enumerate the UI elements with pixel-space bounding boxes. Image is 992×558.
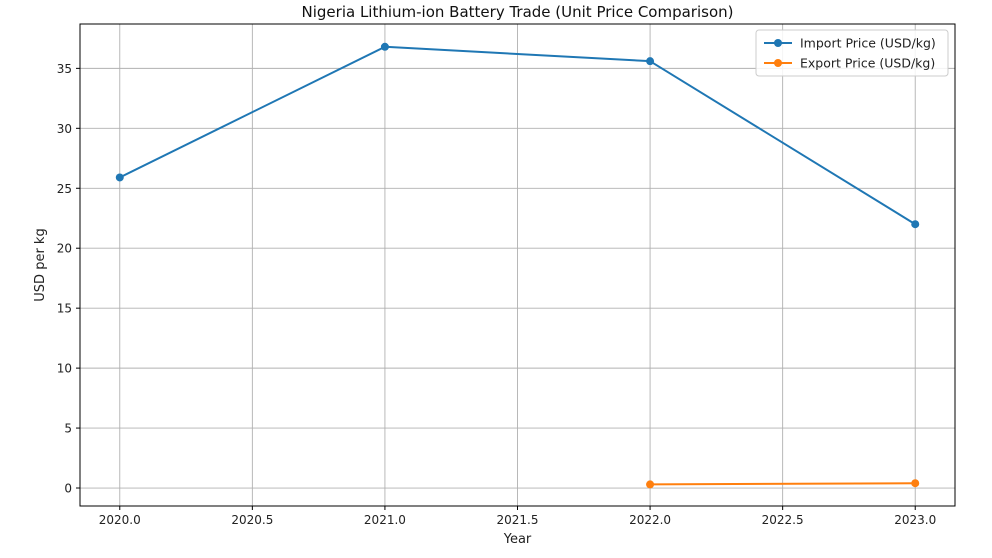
legend-box xyxy=(755,29,949,77)
y-tick-label: 0 xyxy=(64,482,72,496)
y-axis-label: USD per kg xyxy=(33,228,48,301)
grid xyxy=(80,24,955,506)
x-tick-label: 2021.0 xyxy=(364,513,406,527)
data-point xyxy=(646,57,655,66)
y-tick-label: 35 xyxy=(57,62,72,76)
legend-marker xyxy=(774,59,782,67)
y-tick-label: 30 xyxy=(57,122,72,136)
y-tick-label: 20 xyxy=(57,242,72,256)
x-tick-label: 2020.0 xyxy=(99,513,141,527)
data-point xyxy=(115,173,124,182)
x-axis-label: Year xyxy=(503,532,532,547)
x-tick-label: 2023.0 xyxy=(894,513,936,527)
data-point xyxy=(911,220,920,229)
x-axis-ticks: 2020.0 2020.5 2021.0 2021.5 2022.0 2022.5 2023… xyxy=(99,506,936,527)
legend-entry-label: Export Price (USD/kg) xyxy=(800,56,935,71)
legend-entry-label: Import Price (USD/kg) xyxy=(800,36,936,51)
x-tick-label: 2022.5 xyxy=(762,513,804,527)
series-line-0 xyxy=(119,45,916,226)
y-tick-label: 25 xyxy=(57,182,72,196)
plot-series xyxy=(115,42,920,489)
legend: Import Price (USD/kg) Export Price (USD/k… xyxy=(755,29,949,77)
x-tick-label: 2022.0 xyxy=(629,513,671,527)
legend-marker xyxy=(774,39,782,47)
y-tick-label: 10 xyxy=(57,362,72,376)
chart-title: Nigeria Lithium-ion Battery Trade (Unit … xyxy=(302,3,734,21)
y-tick-label: 15 xyxy=(57,302,72,316)
x-tick-label: 2020.5 xyxy=(231,513,273,527)
y-tick-label: 5 xyxy=(64,422,72,436)
data-point xyxy=(646,480,655,489)
series-line-1 xyxy=(650,482,916,486)
x-tick-label: 2021.5 xyxy=(497,513,539,527)
data-point xyxy=(380,42,389,51)
data-point xyxy=(911,479,920,488)
y-axis-ticks: 0 5 10 15 20 25 30 35 xyxy=(57,62,80,496)
